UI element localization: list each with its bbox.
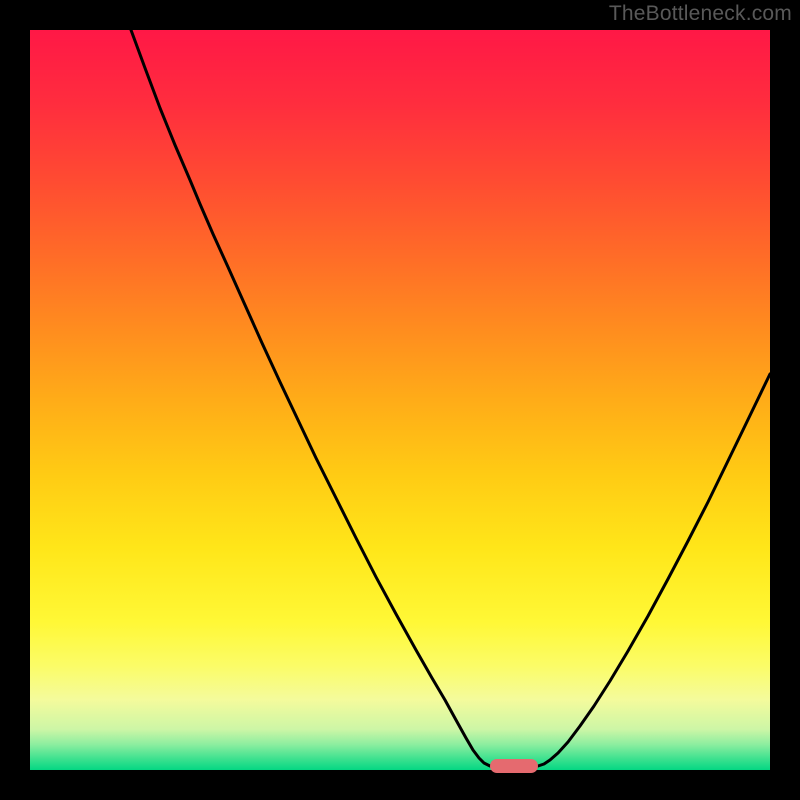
- chart-container: { "watermark": "TheBottleneck.com", "cha…: [0, 0, 800, 800]
- plot-background: [30, 30, 770, 770]
- optimal-marker: [490, 759, 538, 773]
- bottleneck-chart: [0, 0, 800, 800]
- watermark-text: TheBottleneck.com: [609, 2, 792, 26]
